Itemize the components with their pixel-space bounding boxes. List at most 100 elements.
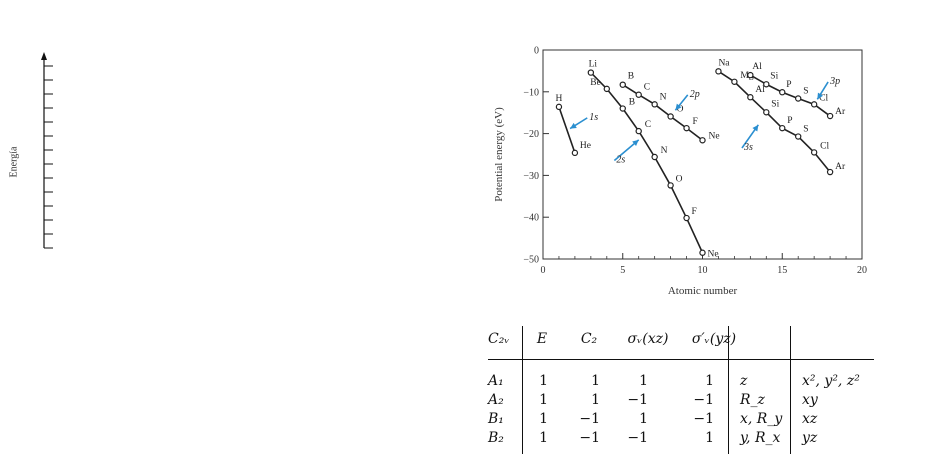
- character-value: 1: [591, 373, 600, 389]
- series-3s-point: [826, 168, 834, 176]
- series-2s-point: [603, 85, 611, 93]
- element-label: He: [580, 141, 591, 151]
- character-value: −1: [627, 430, 648, 446]
- series-2p-name: 2p: [690, 89, 700, 100]
- series-3s-point: [795, 133, 802, 140]
- element-label: Al: [755, 85, 765, 95]
- character-value: 1: [539, 392, 548, 408]
- element-label: O: [676, 174, 683, 184]
- character-value: 1: [539, 430, 548, 446]
- series-2s-point: [683, 214, 690, 222]
- series-3s-name: 3s: [743, 142, 753, 153]
- series-3p-point: [795, 95, 802, 102]
- series-3s-point: [763, 109, 770, 116]
- table-header-cell: σᵥ(xz): [627, 331, 669, 347]
- series-2p-arrowhead: [675, 103, 682, 111]
- table-divider-right: [790, 326, 791, 454]
- element-label: C: [645, 120, 651, 130]
- irrep-label: B₂: [488, 430, 504, 446]
- character-value: 1: [539, 411, 548, 427]
- series-2s-point: [699, 249, 706, 256]
- element-label: F: [692, 207, 697, 217]
- element-label: Ar: [835, 162, 846, 172]
- element-label: Li: [589, 60, 598, 70]
- quadratic-function: yz: [802, 430, 818, 446]
- y-tick-label: −50: [523, 255, 539, 266]
- linear-function: y, R_x: [740, 430, 781, 446]
- element-label: Al: [752, 62, 762, 72]
- y-axis-label: Potential energy (eV): [493, 107, 505, 202]
- y-tick-label: −20: [523, 129, 539, 140]
- series-1s-line: [558, 106, 576, 154]
- series-3p-point: [747, 71, 754, 79]
- table-divider-middle: [728, 326, 729, 454]
- series-3p-point: [763, 81, 770, 88]
- series-3p-name: 3p: [829, 76, 840, 87]
- quadratic-function: x², y², z²: [802, 373, 860, 389]
- linear-function: x, R_y: [740, 411, 783, 427]
- x-tick-label: 15: [777, 265, 787, 276]
- y-tick-label: −30: [523, 171, 539, 182]
- character-value: −1: [579, 430, 600, 446]
- series-2s-point: [619, 105, 626, 112]
- element-label: P: [787, 116, 792, 126]
- element-label: Cl: [820, 141, 829, 151]
- element-label: Be: [590, 78, 601, 88]
- linear-function: z: [740, 373, 748, 389]
- series-3p-point: [826, 112, 834, 120]
- irrep-label: A₂: [488, 392, 504, 408]
- element-label: Na: [718, 58, 730, 68]
- series-2p-point: [699, 137, 706, 144]
- series-2p-point: [683, 124, 690, 132]
- series-3p-point: [810, 101, 818, 108]
- series-3s-point: [779, 124, 786, 132]
- series-2s-point: [667, 182, 674, 189]
- series-2s-point: [635, 127, 642, 135]
- character-value: 1: [705, 373, 714, 389]
- linear-function: R_z: [740, 392, 765, 408]
- character-value: 1: [539, 373, 548, 389]
- table-header-rule: [488, 359, 874, 360]
- energy-axis-label: Energía: [8, 146, 20, 178]
- character-value: −1: [693, 392, 714, 408]
- series-1s-point: [555, 103, 563, 111]
- element-label: F: [693, 117, 698, 127]
- character-table: C₂ᵥ E C₂ σᵥ(xz) σ′ᵥ(yz) A₁ 1 1 1 1 z x², y², z² A₂ 1 1…: [488, 326, 876, 456]
- table-header-cell: σ′ᵥ(yz): [691, 331, 737, 347]
- series-3s-arrowhead: [752, 124, 759, 132]
- series-2p-point: [651, 101, 658, 108]
- x-tick-label: 5: [620, 265, 625, 276]
- x-tick-label: 10: [698, 265, 708, 276]
- series-2s-point: [587, 69, 595, 76]
- y-tick-label: −40: [523, 213, 539, 224]
- series-1s-name: 1s: [589, 112, 598, 123]
- group-label: C₂ᵥ: [488, 331, 510, 347]
- quadratic-function: xy: [802, 392, 818, 408]
- series-1s-point: [571, 149, 579, 157]
- series-2s-point: [651, 153, 658, 161]
- character-value: −1: [579, 411, 600, 427]
- series-3s-point: [731, 78, 738, 85]
- series-2s-arrowhead: [632, 139, 639, 147]
- element-label: Si: [770, 71, 778, 81]
- element-label: Mg: [740, 71, 753, 81]
- table-header-cell: E: [536, 331, 548, 347]
- x-tick-label: 20: [857, 265, 867, 276]
- series-3s-line: [718, 70, 831, 173]
- energy-axis-arrowhead: [41, 52, 47, 60]
- x-axis-label: Atomic number: [668, 285, 738, 297]
- character-value: 1: [705, 430, 714, 446]
- x-tick-label: 0: [541, 265, 546, 276]
- y-tick-label: 0: [534, 46, 539, 57]
- series-2p-point: [635, 91, 642, 98]
- series-2p-point: [619, 81, 626, 88]
- element-label: S: [803, 86, 808, 96]
- character-value: 1: [591, 392, 600, 408]
- element-label: P: [786, 80, 791, 90]
- element-label: Ne: [708, 250, 719, 260]
- element-label: N: [660, 92, 667, 102]
- series-1s-arrowhead: [570, 122, 577, 129]
- character-value: −1: [627, 392, 648, 408]
- series-2s-name: 2s: [616, 155, 625, 166]
- series-2s-line: [590, 72, 704, 254]
